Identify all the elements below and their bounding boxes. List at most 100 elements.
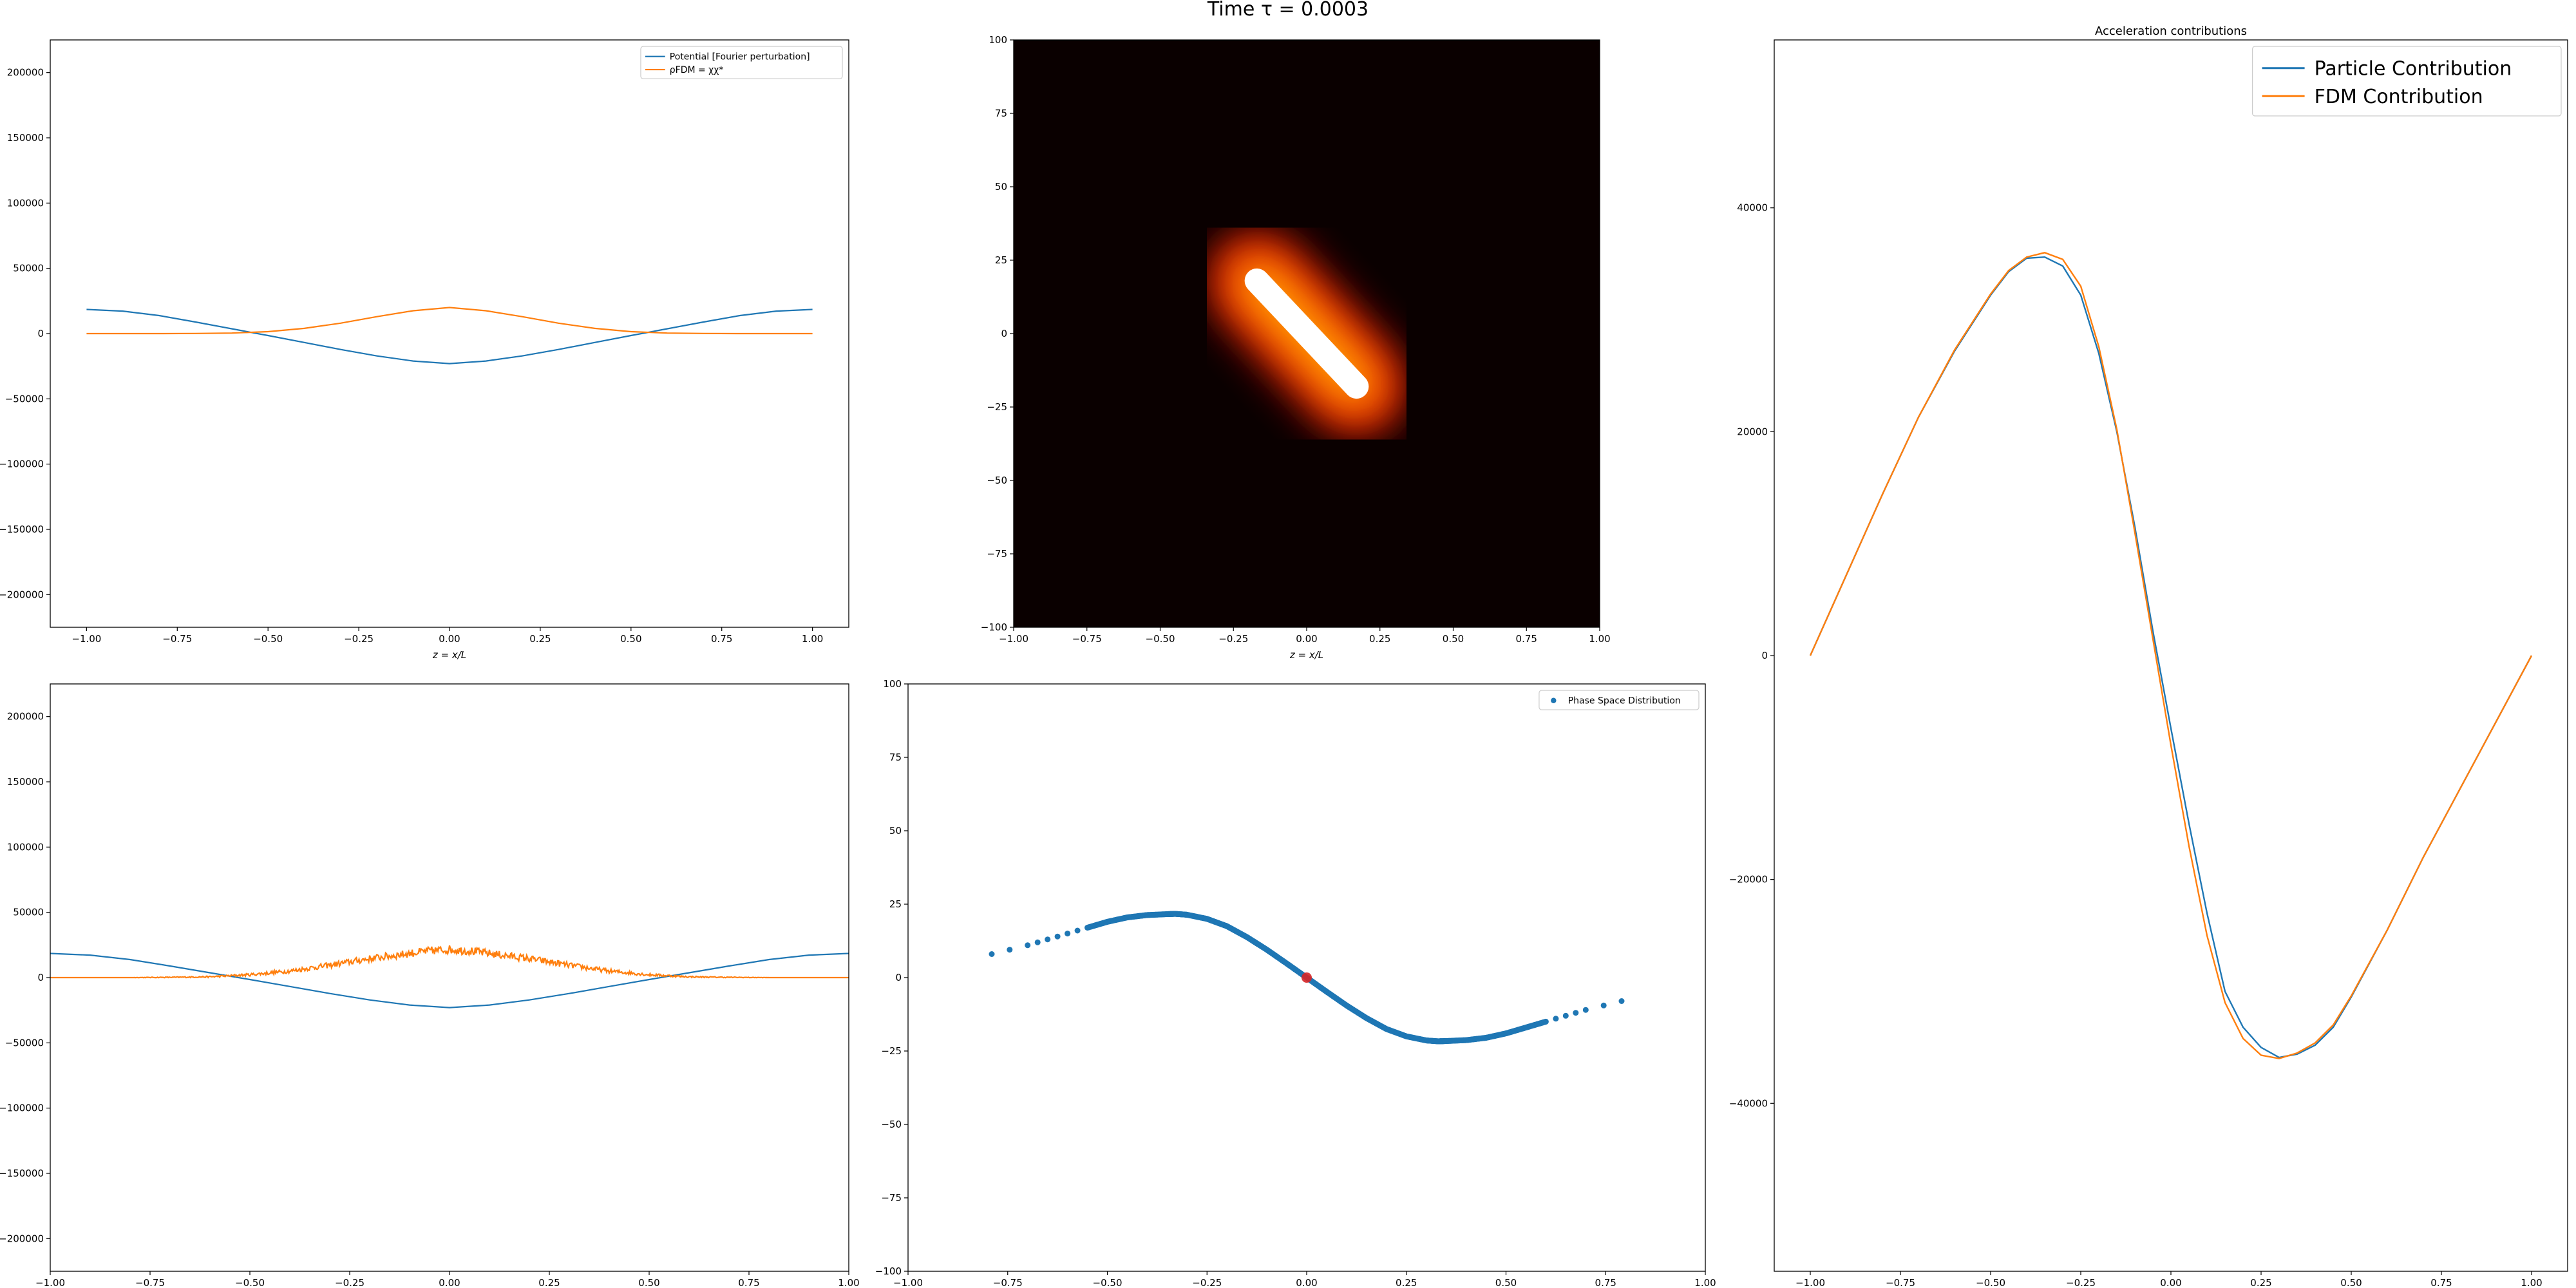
y-tick-label: −200000 [0, 589, 44, 600]
x-tick-label: 0.50 [1495, 1277, 1517, 1288]
x-tick-label: −0.25 [344, 633, 374, 645]
legend-label: Particle Contribution [2315, 57, 2512, 80]
y-tick-label: 50000 [13, 263, 44, 274]
legend-label: Phase Space Distribution [1568, 696, 1681, 706]
x-tick-label: 0.50 [2340, 1277, 2362, 1288]
x-axis-label: z = x/L [432, 649, 466, 661]
y-tick-label: −50000 [5, 1037, 44, 1048]
phase-space-point [989, 951, 995, 957]
x-tick-label: −0.75 [1072, 633, 1102, 645]
plot-area [86, 307, 813, 365]
y-tick-label: −25 [881, 1045, 902, 1057]
x-tick-label: −0.25 [1192, 1277, 1222, 1288]
x-tick-label: 0.50 [1443, 633, 1464, 645]
phase-space-point [1562, 1012, 1569, 1019]
y-tick-label: −40000 [1729, 1097, 1768, 1109]
legend-label: ρFDM = χχ* [670, 65, 724, 75]
y-tick-label: 50000 [13, 907, 44, 918]
plot-area [989, 911, 1625, 1045]
y-tick-label: 150000 [7, 776, 44, 788]
axes-frame [907, 683, 1706, 1272]
legend-box [2252, 46, 2562, 117]
y-tick-label: 50 [889, 825, 902, 837]
y-tick-label: −50000 [5, 393, 44, 404]
y-tick-label: 25 [889, 898, 902, 910]
x-tick-label: −0.50 [1093, 1277, 1122, 1288]
chart-title: Acceleration contributions [2095, 24, 2247, 38]
x-axis-label: z = x/L [1289, 649, 1323, 661]
phase-space-point [1045, 936, 1051, 943]
y-tick-label: 0 [895, 972, 902, 983]
y-tick-label: 150000 [7, 132, 44, 144]
x-tick-label: 0.00 [439, 1277, 460, 1288]
heatmap-core [1244, 268, 1369, 399]
phase-space-point [1034, 939, 1041, 945]
x-tick-label: 0.50 [620, 633, 641, 645]
y-tick-label: −100000 [0, 459, 44, 470]
phase-space-chart: −1.00 −0.75 −0.50 −0.25 0.00 0.25 0.50 0.75 1.00… [875, 678, 1716, 1288]
legend-label: FDM Contribution [2315, 86, 2483, 108]
x-tick-label: −0.50 [1146, 633, 1175, 645]
y-tick-label: −75 [881, 1192, 902, 1204]
x-tick-label: 0.25 [1369, 633, 1390, 645]
y-tick-label: 0 [37, 328, 44, 339]
x-tick-label: −1.00 [35, 1277, 65, 1288]
legend-label: Potential [Fourier perturbation] [670, 52, 810, 62]
x-tick-label: 0.00 [1296, 1277, 1317, 1288]
y-tick-label: 0 [37, 972, 44, 983]
phase-space-point [1600, 1002, 1607, 1009]
y-tick-label: −75 [987, 548, 1007, 560]
y-tick-label: 75 [889, 752, 902, 763]
y-tick-label: 100000 [7, 197, 44, 209]
x-tick-label: −0.25 [335, 1277, 365, 1288]
x-tick-label: 0.00 [2160, 1277, 2181, 1288]
legend-box [1539, 690, 1700, 710]
particle-density-chart: −1.00 −0.75 −0.50 −0.25 0.00 0.25 0.50 0.75 1.00… [0, 683, 860, 1288]
x-tick-label: −0.50 [1976, 1277, 2005, 1288]
y-tick-label: −25 [987, 401, 1007, 413]
phase-space-point [1007, 947, 1013, 953]
phase-space-point [1573, 1010, 1579, 1016]
y-tick-label: 100000 [7, 841, 44, 853]
x-tick-label: 1.00 [1589, 633, 1610, 645]
y-tick-label: −100 [875, 1265, 902, 1277]
y-tick-label: 25 [995, 254, 1007, 266]
x-tick-label: 0.75 [738, 1277, 759, 1288]
series-line-1 [1809, 256, 2533, 1059]
x-tick-label: −0.25 [2066, 1277, 2096, 1288]
plot-area [50, 945, 849, 1009]
acceleration-chart: −1.00 −0.75 −0.50 −0.25 0.00 0.25 0.50 0.75 1.00… [1729, 24, 2568, 1288]
x-tick-label: −1.00 [1795, 1277, 1825, 1288]
y-tick-label: 200000 [7, 67, 44, 79]
phase-space-point [1542, 1018, 1549, 1025]
axes-frame [1013, 39, 1600, 628]
y-tick-label: −100 [981, 621, 1007, 633]
axes-frame [50, 39, 849, 628]
series-line-1 [50, 952, 849, 1009]
x-tick-label: 0.25 [538, 1277, 560, 1288]
y-tick-label: −20000 [1729, 874, 1768, 886]
x-tick-label: −0.75 [993, 1277, 1023, 1288]
x-tick-label: −1.00 [893, 1277, 923, 1288]
heatmap-image [1208, 232, 1405, 435]
axes-frame [1774, 39, 2568, 1272]
x-tick-label: −0.75 [1886, 1277, 1915, 1288]
legend: Phase Space Distribution [1539, 690, 1700, 710]
phase-space-point [1553, 1016, 1559, 1022]
x-tick-label: 0.25 [1396, 1277, 1417, 1288]
x-tick-label: −0.75 [162, 633, 192, 645]
x-tick-label: 0.75 [1516, 633, 1537, 645]
y-tick-label: −100000 [0, 1103, 44, 1114]
x-tick-label: 0.75 [711, 633, 732, 645]
y-tick-label: −200000 [0, 1233, 44, 1244]
y-tick-label: 0 [1761, 650, 1768, 661]
x-tick-label: −1.00 [71, 633, 101, 645]
phase-space-point [1618, 998, 1625, 1004]
x-tick-label: −0.50 [253, 633, 283, 645]
phase-space-point [1582, 1007, 1589, 1013]
origin-marker [1302, 972, 1312, 983]
legend-box [640, 46, 843, 80]
y-tick-label: −50 [881, 1119, 902, 1130]
plot-area [1809, 252, 2533, 1059]
